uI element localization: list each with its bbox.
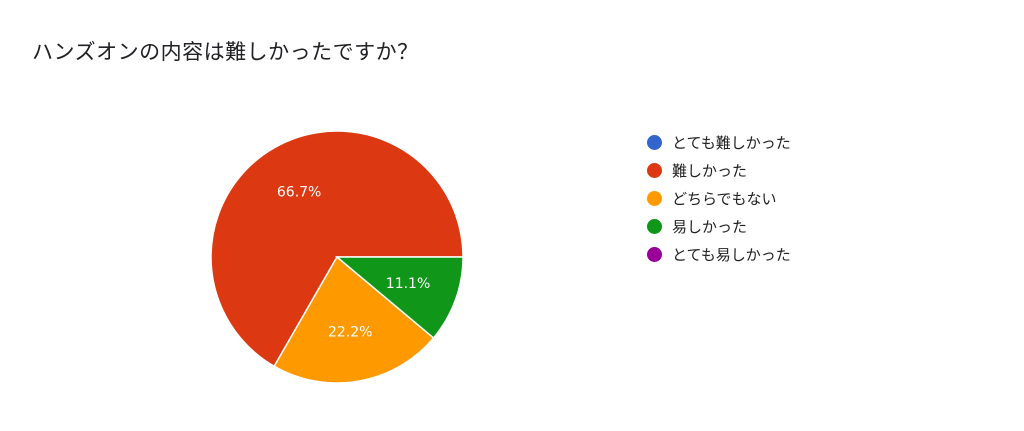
legend-label: 難しかった	[672, 161, 748, 180]
legend-label: とても難しかった	[672, 133, 791, 152]
legend-swatch	[647, 134, 662, 150]
legend-label: 易しかった	[672, 217, 748, 236]
legend: とても難しかった 難しかった どちらでもない 易しかった とても易しかった	[647, 128, 791, 268]
pie-slice[interactable]	[210, 130, 464, 368]
slice-data-label: 11.1%	[386, 276, 430, 292]
slice-data-label: 66.7%	[277, 185, 321, 201]
legend-item[interactable]: 易しかった	[647, 212, 791, 240]
legend-item[interactable]: とても難しかった	[647, 128, 791, 156]
legend-item[interactable]: とても易しかった	[647, 240, 791, 268]
legend-label: とても易しかった	[672, 245, 791, 264]
legend-swatch	[647, 162, 662, 178]
pie-slice[interactable]	[273, 255, 435, 384]
legend-item[interactable]: 難しかった	[647, 156, 791, 184]
slice-data-label: 22.2%	[328, 324, 372, 340]
legend-swatch	[647, 246, 662, 262]
pie-slice[interactable]	[334, 256, 464, 339]
legend-label: どちらでもない	[672, 189, 777, 208]
legend-item[interactable]: どちらでもない	[647, 184, 791, 212]
chart-title: ハンズオンの内容は難しかったですか？	[32, 40, 419, 64]
legend-swatch	[647, 190, 662, 206]
legend-swatch	[647, 218, 662, 234]
